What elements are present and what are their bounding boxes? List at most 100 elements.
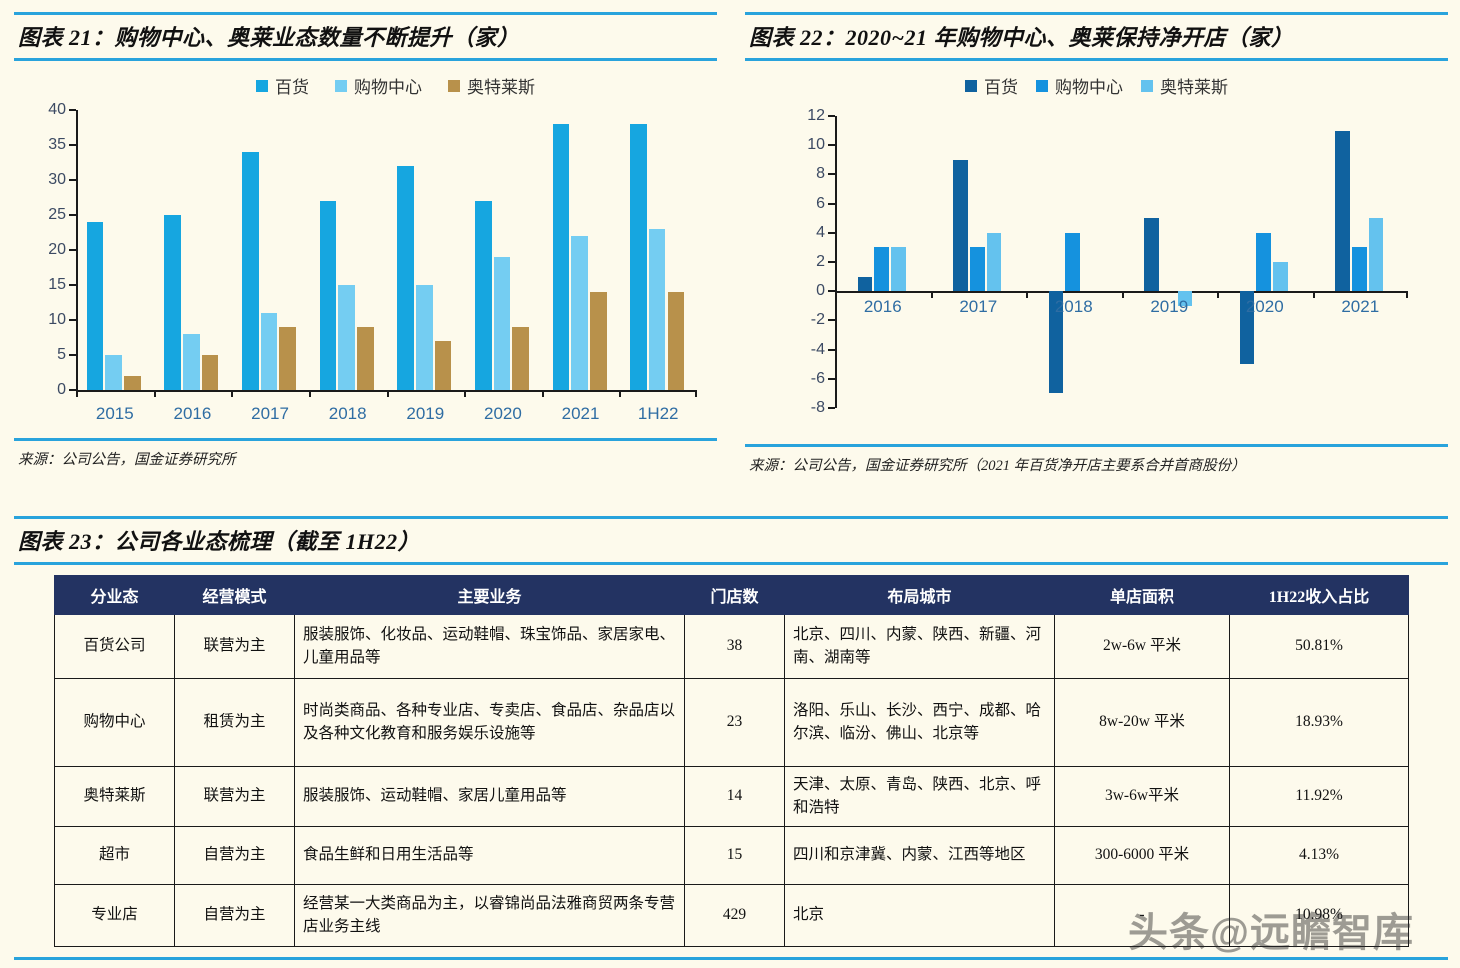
cell-cities: 天津、太原、青岛、陕西、北京、呼和浩特: [784, 766, 1055, 827]
col-header-area: 单店面积: [1054, 575, 1230, 615]
y-tick-mark: [828, 261, 835, 263]
x-tick-mark: [308, 390, 311, 397]
cell-cities: 北京、四川、内蒙、陕西、新疆、河南、湖南等: [784, 614, 1055, 679]
figure-22-top-rule: [745, 12, 1448, 15]
bar-百货-2018: [319, 201, 337, 390]
figure-23-source: 来源：公司公告，国金证券研究所: [14, 960, 1448, 968]
legend-label: 购物中心: [354, 78, 422, 97]
figure-21-title: 图表 21：购物中心、奥莱业态数量不断提升（家）: [18, 25, 520, 50]
bar-百货-2018: [1048, 291, 1064, 394]
y-tick-label: 4: [816, 223, 825, 241]
cell-share: 4.13%: [1229, 826, 1409, 885]
cell-cities: 洛阳、乐山、长沙、西宁、成都、哈尔滨、临汾、佛山、北京等: [784, 678, 1055, 767]
bar-百货-2021: [1335, 130, 1350, 292]
figure-22-chart: -8 -6 -4 -2 0 2 4 6 8 10 12 2016 2017 2018 2019 2020 202…: [745, 107, 1448, 438]
legend-item-gouwuzhongxin: 购物中心: [1036, 73, 1123, 98]
cell-format: 购物中心: [54, 678, 175, 767]
bar-购物中心-2016: [183, 334, 200, 390]
cell-format: 专业店: [54, 884, 175, 947]
y-tick-label: 40: [48, 101, 66, 118]
y-tick-label: 0: [57, 381, 66, 398]
x-tick-mark: [930, 291, 933, 299]
x-tick-label: 2020: [1245, 297, 1284, 317]
figure-22-panel: 图表 22：2020~21 年购物中心、奥莱保持净开店（家） 百货 购物中心 奥…: [745, 12, 1448, 475]
legend-item-aotelaisi: 奥特莱斯: [448, 73, 535, 98]
legend-swatch-icon: [448, 79, 460, 92]
bar-购物中心-2017: [969, 247, 985, 292]
bar-奥特莱斯-2015: [124, 376, 141, 390]
bar-百货-2015: [86, 222, 104, 390]
col-header-business: 主要业务: [294, 575, 685, 615]
cell-format: 超市: [54, 826, 175, 885]
cell-format: 奥特莱斯: [54, 766, 175, 827]
figure-23-top-rule: [14, 516, 1448, 519]
x-tick-mark: [464, 390, 467, 397]
table-row: 购物中心 租赁为主 时尚类商品、各种专业店、专卖店、食品店、杂品店以及各种文化教…: [54, 678, 1409, 767]
legend-label: 奥特莱斯: [467, 78, 535, 97]
cell-business: 服装服饰、运动鞋帽、家居儿童用品等: [294, 766, 685, 827]
x-tick-mark: [153, 390, 156, 397]
figure-21-legend: 百货 购物中心 奥特莱斯: [14, 73, 717, 98]
figure-23-bottom-rule: [14, 957, 1448, 960]
legend-label: 购物中心: [1055, 78, 1123, 97]
business-format-table: 分业态 经营模式 主要业务 门店数 布局城市 单店面积 1H22收入占比 百货公…: [54, 575, 1409, 947]
y-tick-mark: [828, 231, 835, 234]
figure-22-title: 图表 22：2020~21 年购物中心、奥莱保持净开店（家）: [749, 25, 1294, 50]
x-tick-mark: [1406, 291, 1408, 299]
bar-百货-2016: [164, 215, 182, 390]
cell-cities: 四川和京津冀、内蒙、江西等地区: [784, 826, 1055, 885]
table-row: 超市 自营为主 食品生鲜和日用生活品等 15 四川和京津冀、内蒙、江西等地区 3…: [54, 826, 1409, 885]
y-tick-mark: [69, 249, 76, 251]
legend-item-baihuo: 百货: [256, 73, 309, 98]
col-header-model: 经营模式: [174, 575, 295, 615]
x-tick-mark: [541, 390, 544, 397]
y-axis-line: [76, 110, 78, 390]
x-tick-label: 2015: [95, 404, 134, 423]
x-tick-label: 2019: [1150, 297, 1189, 317]
cell-business: 食品生鲜和日用生活品等: [294, 826, 685, 885]
x-tick-label: 1H22: [637, 404, 679, 423]
cell-share: 11.92%: [1229, 766, 1409, 827]
bar-购物中心-1H22: [648, 229, 666, 390]
cell-share: 50.81%: [1229, 614, 1409, 679]
y-tick-label: 8: [816, 165, 825, 183]
y-tick-mark: [828, 319, 835, 322]
cell-stores: 38: [684, 614, 785, 679]
x-tick-label: 2021: [1341, 297, 1380, 317]
bar-奥特莱斯-2016: [201, 355, 219, 390]
bar-百货-2017: [242, 152, 259, 390]
cell-area: 300-6000 平米: [1054, 826, 1230, 885]
bar-百货-2016: [857, 276, 873, 292]
figure-23-title-rule: [14, 562, 1448, 565]
x-tick-mark: [695, 390, 697, 397]
y-tick-mark: [69, 389, 76, 391]
bar-奥特莱斯-1H22: [667, 292, 685, 390]
bar-奥特莱斯-2020: [512, 327, 529, 390]
y-tick-mark: [828, 173, 835, 176]
col-header-format: 分业态: [54, 575, 175, 615]
legend-swatch-icon: [965, 79, 977, 92]
legend-swatch-icon: [1036, 79, 1048, 92]
bar-奥特莱斯-2021: [1368, 218, 1384, 292]
x-tick-mark: [619, 390, 622, 397]
legend-swatch-icon: [1141, 79, 1153, 92]
bar-百货-2019: [397, 166, 414, 390]
y-tick-mark: [69, 179, 76, 181]
y-tick-label: -2: [810, 311, 825, 329]
figure-21-source: 来源：公司公告，国金证券研究所: [18, 452, 236, 468]
bar-购物中心-2019: [415, 285, 433, 390]
y-tick-label: 25: [48, 206, 66, 223]
cell-model: 租赁为主: [174, 678, 295, 767]
legend-item-gouwuzhongxin: 购物中心: [335, 73, 422, 98]
x-tick-label: 2018: [1054, 297, 1093, 317]
bar-购物中心-2021: [571, 236, 588, 390]
figure-21-title-rule: [14, 58, 717, 61]
bar-购物中心-2017: [260, 313, 278, 390]
cell-format: 百货公司: [54, 614, 175, 679]
table-row: 百货公司 联营为主 服装服饰、化妆品、运动鞋帽、珠宝饰品、家居家电、儿童用品等 …: [54, 614, 1409, 679]
cell-model: 联营为主: [174, 766, 295, 827]
table-row: 专业店 自营为主 经营某一大类商品为主，以睿锦尚品法雅商贸两条专营店业务主线 4…: [54, 884, 1409, 947]
y-tick-mark: [828, 144, 835, 147]
bar-购物中心-2020: [1256, 232, 1272, 292]
y-tick-mark: [69, 144, 76, 146]
